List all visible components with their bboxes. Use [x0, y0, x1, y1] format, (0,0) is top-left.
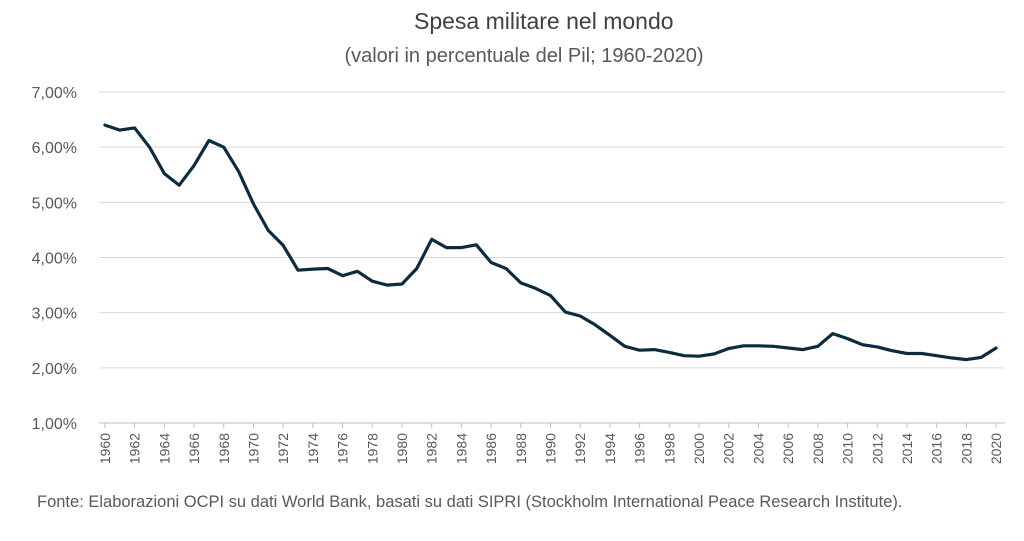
x-tick-label: 2012	[869, 433, 885, 464]
x-tick-label: 1996	[632, 433, 648, 464]
x-tick-label: 1982	[424, 433, 440, 464]
y-tick-label: 1,00%	[32, 416, 77, 433]
y-tick-label: 5,00%	[32, 195, 77, 212]
x-tick-label: 2006	[780, 433, 796, 464]
x-tick-label: 2008	[810, 433, 826, 464]
x-tick-label: 1998	[661, 433, 677, 464]
x-tick-label: 1972	[275, 433, 291, 464]
y-tick-label: 7,00%	[32, 85, 77, 102]
x-tick-label: 1980	[394, 433, 410, 464]
gridlines	[99, 91, 1005, 369]
x-tick-label: 2002	[721, 433, 737, 464]
x-tick-label: 1978	[364, 433, 380, 464]
x-tick-label: 2004	[750, 433, 766, 464]
x-tick-label: 1986	[483, 433, 499, 464]
chart-subtitle: (valori in percentuale del Pil; 1960-202…	[344, 45, 703, 67]
x-tick-label: 1964	[156, 433, 172, 464]
y-axis-ticks: 1,00% 2,00% 3,00% 4,00% 5,00% 6,00% 7,00%	[32, 85, 77, 433]
plot-area	[103, 123, 998, 362]
series-line	[103, 123, 998, 362]
x-tick-label: 2010	[840, 433, 856, 464]
source-note: Fonte: Elaborazioni OCPI su dati World B…	[37, 493, 903, 511]
y-tick-label: 2,00%	[32, 361, 77, 378]
x-tick-label: 2016	[929, 433, 945, 464]
x-tick-label: 1960	[97, 433, 113, 464]
x-tick-label: 1968	[216, 433, 232, 464]
x-tick-label: 1988	[513, 433, 529, 464]
x-tick-label: 2014	[899, 433, 915, 464]
x-axis-ticks: 1960 1962 1964 1966 1968 1970 1972 1974 1976 1978…	[97, 423, 1004, 464]
x-tick-label: 1990	[543, 433, 559, 464]
x-tick-label: 1976	[335, 433, 351, 464]
logo-placeholder	[333, 9, 401, 35]
x-tick-label: 1984	[453, 433, 469, 464]
y-tick-label: 6,00%	[32, 140, 77, 157]
x-tick-label: 1974	[305, 433, 321, 464]
x-tick-label: 1962	[127, 433, 143, 464]
x-tick-label: 1994	[602, 433, 618, 464]
x-tick-label: 1970	[245, 433, 261, 464]
x-tick-label: 2018	[958, 433, 974, 464]
x-tick-label: 2020	[988, 433, 1004, 464]
y-tick-label: 4,00%	[32, 251, 77, 268]
x-tick-label: 1966	[186, 433, 202, 464]
x-tick-label: 1992	[572, 433, 588, 464]
y-tick-label: 3,00%	[32, 306, 77, 323]
x-tick-label: 2000	[691, 433, 707, 464]
chart-title: Spesa militare nel mondo	[414, 8, 674, 34]
